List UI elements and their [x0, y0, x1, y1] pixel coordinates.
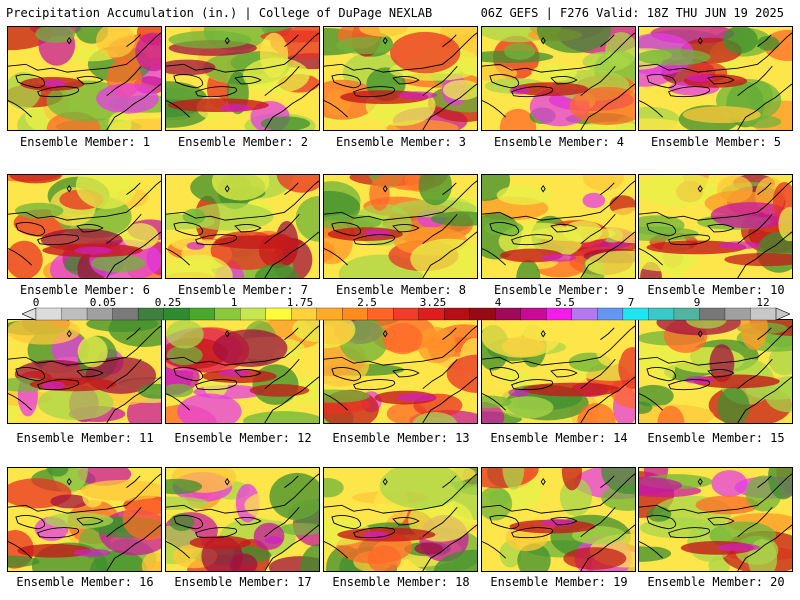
ensemble-member-label: Ensemble Member: 7	[177, 283, 309, 297]
ensemble-panel-map	[165, 174, 320, 279]
ensemble-member-label: Ensemble Member: 17	[174, 575, 312, 589]
ensemble-member-label: Ensemble Member: 10	[647, 283, 785, 297]
colorbar-tick-label: 0.25	[154, 296, 182, 309]
ensemble-member-label: Ensemble Member: 4	[493, 135, 625, 149]
ensemble-panel-map	[481, 26, 636, 131]
ensemble-member-label: Ensemble Member: 2	[177, 135, 309, 149]
colorbar-tick-label: 7	[627, 296, 635, 309]
ensemble-panel-map	[165, 319, 320, 424]
ensemble-member-label: Ensemble Member: 3	[335, 135, 467, 149]
ensemble-panel-map	[481, 467, 636, 572]
colorbar-tick-label: 0.05	[89, 296, 117, 309]
ensemble-member-label: Ensemble Member: 19	[490, 575, 628, 589]
colorbar-tick-label: 3.25	[419, 296, 447, 309]
ensemble-panel-map	[165, 467, 320, 572]
ensemble-member-label: Ensemble Member: 13	[332, 431, 470, 445]
ensemble-panel-map	[323, 319, 478, 424]
ensemble-panel-map	[7, 174, 162, 279]
ensemble-member-label: Ensemble Member: 20	[647, 575, 785, 589]
ensemble-member-label: Ensemble Member: 18	[332, 575, 470, 589]
run-valid-time: 06Z GEFS | F276 Valid: 18Z THU JUN 19 20…	[480, 6, 784, 20]
ensemble-member-label: Ensemble Member: 11	[16, 431, 154, 445]
colorbar-tick-label: 1.75	[286, 296, 314, 309]
ensemble-panel-map	[638, 26, 793, 131]
ensemble-panel-map	[323, 26, 478, 131]
ensemble-panel-map	[481, 174, 636, 279]
ensemble-member-label: Ensemble Member: 9	[493, 283, 625, 297]
ensemble-panel-map	[638, 467, 793, 572]
colorbar-tick-label: 12	[756, 296, 770, 309]
ensemble-panel-map	[323, 467, 478, 572]
ensemble-panel-map	[638, 174, 793, 279]
ensemble-member-label: Ensemble Member: 8	[335, 283, 467, 297]
ensemble-panel-map	[165, 26, 320, 131]
ensemble-panel-map	[638, 319, 793, 424]
colorbar-tick-label: 5.5	[555, 296, 575, 309]
colorbar-tick-label: 1	[230, 296, 238, 309]
colorbar-tick-label: 4	[494, 296, 502, 309]
ensemble-member-label: Ensemble Member: 5	[650, 135, 782, 149]
ensemble-member-label: Ensemble Member: 14	[490, 431, 628, 445]
ensemble-panel-map	[7, 467, 162, 572]
chart-title: Precipitation Accumulation (in.) | Colle…	[6, 6, 433, 20]
ensemble-member-label: Ensemble Member: 16	[16, 575, 154, 589]
ensemble-member-label: Ensemble Member: 15	[647, 431, 785, 445]
colorbar-tick-label: 0	[32, 296, 40, 309]
ensemble-member-label: Ensemble Member: 12	[174, 431, 312, 445]
colorbar-tick-label: 9	[693, 296, 701, 309]
ensemble-panel-map	[7, 319, 162, 424]
colorbar	[22, 307, 790, 321]
ensemble-member-label: Ensemble Member: 6	[19, 283, 151, 297]
ensemble-panel-map	[323, 174, 478, 279]
ensemble-panel-map	[481, 319, 636, 424]
ensemble-member-label: Ensemble Member: 1	[19, 135, 151, 149]
colorbar-tick-label: 2.5	[357, 296, 377, 309]
ensemble-panel-map	[7, 26, 162, 131]
